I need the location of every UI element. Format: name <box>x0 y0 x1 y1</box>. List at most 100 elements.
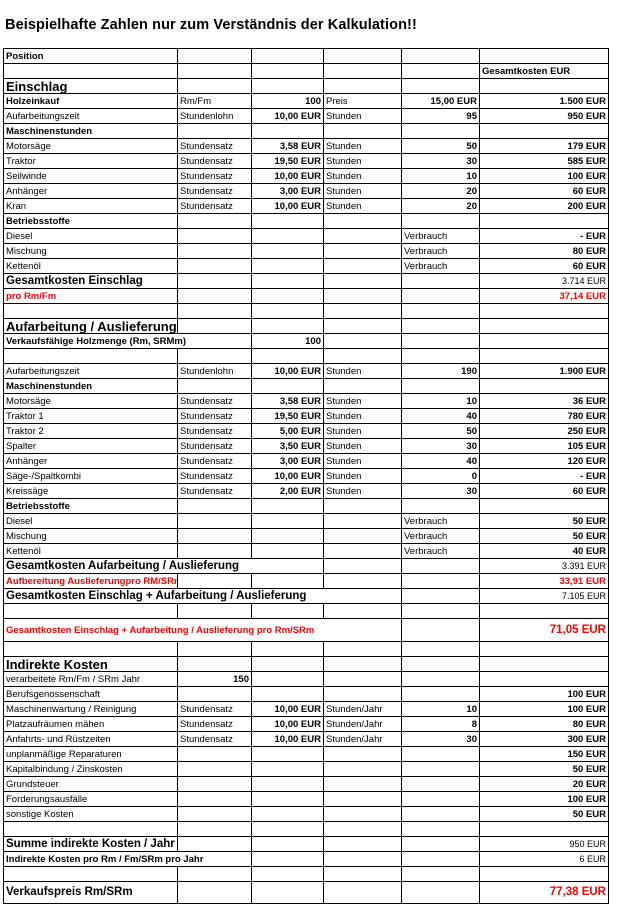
row-hours[interactable]: 20 <box>401 198 480 214</box>
input-cell[interactable] <box>323 671 402 687</box>
row-hours[interactable]: 40 <box>401 408 480 424</box>
input-cell[interactable] <box>479 671 609 687</box>
row-rate[interactable]: 19,50 EUR <box>251 408 324 424</box>
row-hours[interactable]: 10 <box>401 393 480 409</box>
cell-empty <box>401 63 480 79</box>
table-row: Maschinenwartung / Reinigung Stundensatz 1… <box>3 701 609 717</box>
row-price[interactable]: 15,00 EUR <box>401 93 480 109</box>
row-rate[interactable]: 10,00 EUR <box>251 701 324 717</box>
row-rate[interactable]: 3,58 EUR <box>251 138 324 154</box>
row-rate[interactable]: 10,00 EUR <box>251 731 324 747</box>
row-hours[interactable]: 190 <box>401 363 480 379</box>
input-cell[interactable] <box>251 228 324 244</box>
input-cell[interactable] <box>251 761 324 777</box>
row-rate[interactable]: 10,00 EUR <box>251 198 324 214</box>
input-cell[interactable] <box>401 671 480 687</box>
input-cell[interactable] <box>323 258 402 274</box>
cell-empty <box>177 348 252 364</box>
row-rate[interactable]: 5,00 EUR <box>251 423 324 439</box>
input-cell[interactable] <box>323 746 402 762</box>
row-rate[interactable]: 3,00 EUR <box>251 453 324 469</box>
input-cell[interactable] <box>177 528 252 544</box>
input-cell[interactable] <box>401 686 480 702</box>
cell-empty <box>177 288 252 304</box>
input-cell[interactable] <box>401 791 480 807</box>
row-label: Aufarbeitungszeit <box>3 108 178 124</box>
row-rate[interactable]: 3,00 EUR <box>251 183 324 199</box>
cell-empty <box>401 881 480 904</box>
input-cell[interactable] <box>177 776 252 792</box>
cell-empty <box>479 641 609 657</box>
input-cell[interactable] <box>177 806 252 822</box>
row-hours[interactable]: 30 <box>401 483 480 499</box>
input-cell[interactable] <box>177 513 252 529</box>
input-cell[interactable] <box>323 528 402 544</box>
row-rate[interactable]: 10,00 EUR <box>251 108 324 124</box>
input-cell[interactable] <box>251 776 324 792</box>
row-label: Diesel <box>3 228 178 244</box>
row-hours[interactable]: 20 <box>401 183 480 199</box>
row-rate[interactable]: 2,00 EUR <box>251 483 324 499</box>
input-cell[interactable] <box>251 513 324 529</box>
row-hours[interactable]: 30 <box>401 438 480 454</box>
row-qty[interactable]: 100 <box>251 333 324 349</box>
input-cell[interactable] <box>323 686 402 702</box>
row-hours[interactable]: 10 <box>401 701 480 717</box>
table-row-aufarbeitungszeit-einschlag: Aufarbeitungszeit Stundenlohn 10,00 EUR … <box>3 108 609 124</box>
input-cell[interactable] <box>177 761 252 777</box>
input-cell[interactable] <box>323 513 402 529</box>
input-cell[interactable] <box>177 258 252 274</box>
input-cell[interactable] <box>401 746 480 762</box>
input-cell[interactable] <box>251 791 324 807</box>
input-cell[interactable] <box>251 543 324 559</box>
input-cell[interactable] <box>251 806 324 822</box>
row-hours[interactable]: 30 <box>401 731 480 747</box>
input-cell[interactable] <box>177 543 252 559</box>
row-hours[interactable]: 95 <box>401 108 480 124</box>
row-hours[interactable]: 30 <box>401 153 480 169</box>
row-hours[interactable]: 10 <box>401 168 480 184</box>
row-unit: Stundensatz <box>177 453 252 469</box>
input-cell[interactable] <box>401 776 480 792</box>
input-cell[interactable] <box>177 746 252 762</box>
input-cell[interactable] <box>323 761 402 777</box>
input-cell[interactable] <box>323 243 402 259</box>
input-cell[interactable] <box>251 528 324 544</box>
row-total: 60 EUR <box>479 258 609 274</box>
input-cell[interactable] <box>323 791 402 807</box>
row-total: 40 EUR <box>479 543 609 559</box>
input-cell[interactable] <box>401 806 480 822</box>
input-cell[interactable] <box>323 806 402 822</box>
row-hours[interactable]: 8 <box>401 716 480 732</box>
row-rate[interactable]: 10,00 EUR <box>251 363 324 379</box>
input-cell[interactable] <box>177 243 252 259</box>
row-rate[interactable]: 10,00 EUR <box>251 468 324 484</box>
input-cell[interactable] <box>323 543 402 559</box>
input-cell[interactable] <box>323 776 402 792</box>
input-cell[interactable] <box>251 258 324 274</box>
input-cell[interactable] <box>177 228 252 244</box>
input-cell[interactable] <box>323 228 402 244</box>
row-hours-label: Stunden <box>323 393 402 409</box>
row-rate[interactable]: 10,00 EUR <box>251 168 324 184</box>
row-hours[interactable]: 50 <box>401 423 480 439</box>
row-hours[interactable]: 40 <box>401 453 480 469</box>
input-cell[interactable] <box>251 746 324 762</box>
row-label: Verkaufsfähige Holzmenge (Rm, SRMm) <box>3 333 252 349</box>
row-qty[interactable]: 150 <box>177 671 252 687</box>
row-hours[interactable]: 0 <box>401 468 480 484</box>
input-cell[interactable] <box>401 761 480 777</box>
input-cell[interactable] <box>177 686 252 702</box>
row-rate[interactable]: 19,50 EUR <box>251 153 324 169</box>
row-rate[interactable]: 3,50 EUR <box>251 438 324 454</box>
input-cell[interactable] <box>251 686 324 702</box>
input-cell[interactable] <box>177 791 252 807</box>
cell-empty <box>401 498 480 514</box>
input-cell[interactable] <box>251 671 324 687</box>
row-total: 7.105 EUR <box>479 588 609 604</box>
input-cell[interactable] <box>251 243 324 259</box>
row-qty[interactable]: 100 <box>251 93 324 109</box>
row-rate[interactable]: 3,58 EUR <box>251 393 324 409</box>
row-rate[interactable]: 10,00 EUR <box>251 716 324 732</box>
row-hours[interactable]: 50 <box>401 138 480 154</box>
